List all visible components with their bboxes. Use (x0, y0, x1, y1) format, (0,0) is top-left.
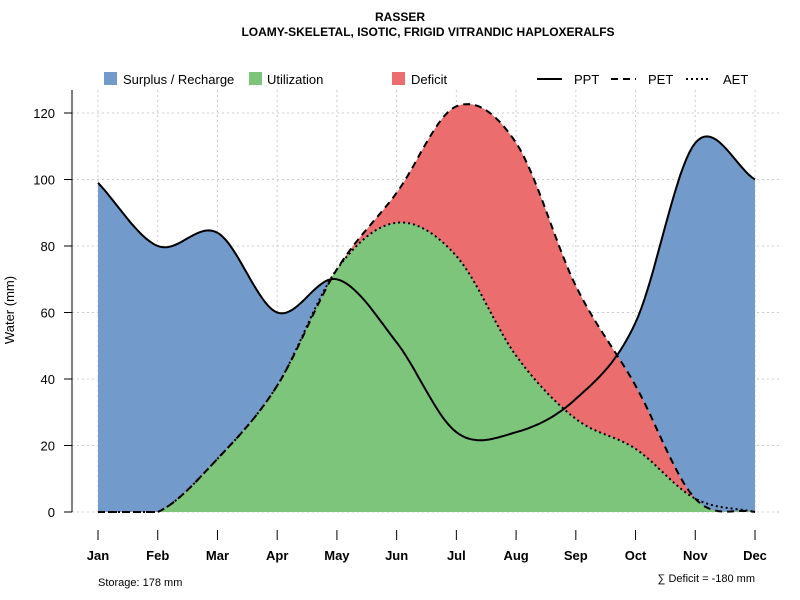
utilization-area (98, 222, 755, 512)
x-tick-label: Jun (385, 548, 408, 563)
legend-label-pet: PET (648, 72, 673, 87)
pet-line (98, 103, 756, 513)
ppt-line (97, 135, 756, 442)
lines (97, 103, 756, 513)
legend-swatch-deficit (392, 72, 405, 85)
legend-label-aet: AET (723, 72, 748, 87)
legend: Surplus / Recharge Utilization Deficit P… (104, 72, 748, 87)
x-tick-label: Mar (206, 548, 229, 563)
storage-annotation: Storage: 178 mm (98, 577, 182, 589)
axes: Jan Feb Mar Apr May Jun Jul Aug Sep Oct Nov Dec 0 20 4… (33, 90, 767, 563)
y-tick-label: 120 (33, 106, 55, 121)
x-tick-label: Jul (447, 548, 466, 563)
legend-label-deficit: Deficit (411, 72, 448, 87)
y-tick-label: 0 (48, 505, 55, 520)
x-tick-label: May (324, 548, 350, 563)
legend-label-utilization: Utilization (267, 72, 323, 87)
x-tick-label: Feb (146, 548, 169, 563)
legend-label-ppt: PPT (574, 72, 599, 87)
y-tick-label: 20 (41, 439, 55, 454)
y-tick-label: 60 (41, 306, 55, 321)
x-tick-label: Sep (564, 548, 588, 563)
x-tick-label: Jan (87, 548, 109, 563)
chart-title: RASSER (375, 10, 425, 24)
y-axis-label: Water (mm) (2, 276, 17, 344)
legend-label-surplus: Surplus / Recharge (123, 72, 234, 87)
x-tick-label: Dec (743, 548, 767, 563)
deficit-annotation: ∑ Deficit = -180 mm (658, 573, 755, 585)
y-tick-label: 100 (33, 173, 55, 188)
areas (98, 104, 755, 512)
x-tick-label: Nov (683, 548, 708, 563)
y-tick-label: 80 (41, 239, 55, 254)
x-tick-label: Apr (266, 548, 288, 563)
chart-subtitle: LOAMY-SKELETAL, ISOTIC, FRIGID VITRANDIC… (241, 25, 614, 39)
legend-swatch-utilization (249, 72, 262, 85)
y-tick-label: 40 (41, 372, 55, 387)
surplus-area (98, 104, 755, 512)
x-tick-label: Aug (503, 548, 528, 563)
legend-swatch-surplus (104, 72, 117, 85)
x-tick-label: Oct (625, 548, 647, 563)
